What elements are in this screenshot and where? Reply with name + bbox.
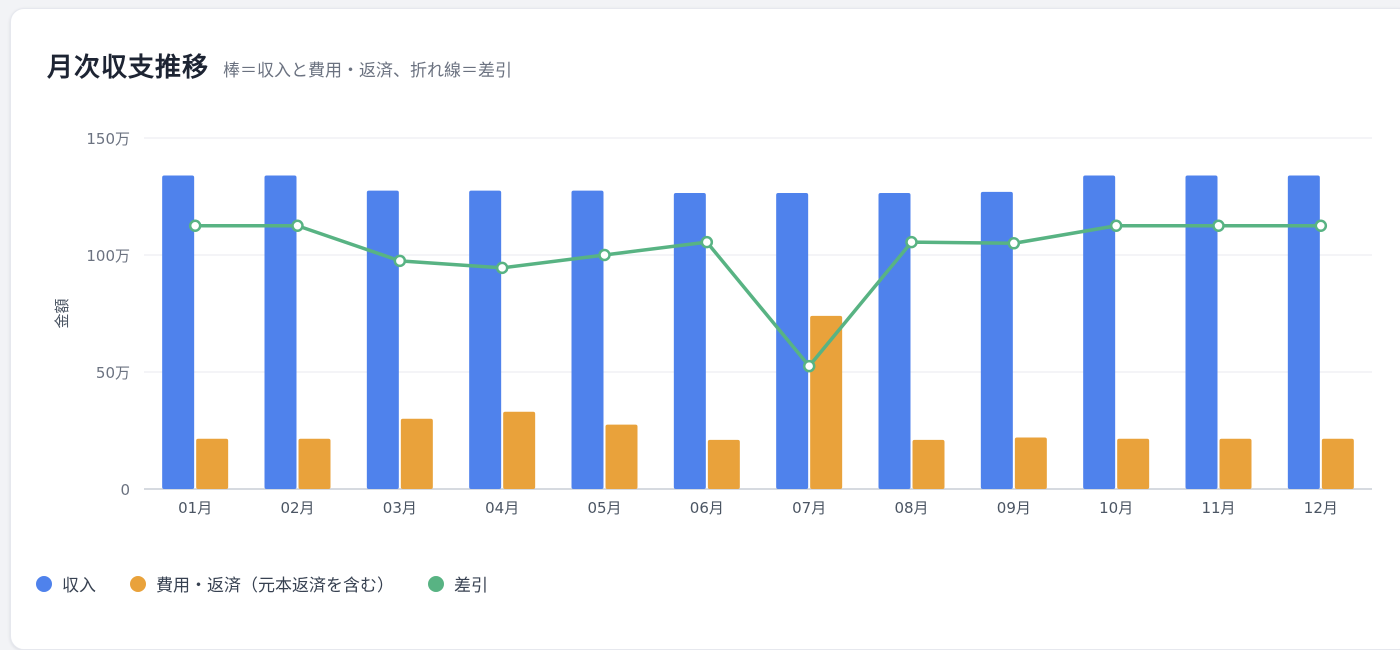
chart-legend: 収入 費用・返済（元本返済を含む） 差引	[36, 571, 522, 596]
net-line	[195, 224, 1321, 368]
income-bar	[776, 192, 809, 490]
income-bar	[673, 192, 706, 490]
net-point	[393, 254, 407, 268]
net-point	[1314, 219, 1328, 232]
expense-bar	[1117, 438, 1150, 489]
income-bar	[469, 190, 502, 489]
x-tick-label: 09月	[997, 499, 1031, 517]
expense-bar	[400, 418, 433, 489]
income-bar	[1083, 175, 1116, 489]
y-tick-label: 50万	[96, 364, 130, 382]
x-tick-label: 03月	[383, 499, 417, 517]
x-tick-label: 12月	[1304, 499, 1338, 517]
net-point	[291, 219, 304, 232]
expense-bar	[1014, 437, 1047, 489]
net-point	[598, 248, 611, 262]
legend-label: 費用・返済（元本返済を含む）	[156, 576, 394, 596]
expense-bar	[1321, 438, 1354, 489]
y-tick-label: 100万	[86, 247, 130, 265]
income-bar	[571, 190, 604, 489]
income-bar	[980, 191, 1013, 489]
expense-bar	[196, 438, 229, 489]
expense-bar	[810, 315, 843, 489]
legend-item[interactable]: 収入	[36, 571, 96, 596]
x-tick-label: 04月	[485, 499, 519, 517]
x-tick-label: 10月	[1099, 499, 1133, 517]
legend-label: 差引	[454, 576, 488, 596]
chart-title: 月次収支推移	[47, 53, 210, 83]
expense-bar	[605, 424, 638, 489]
net-point	[1212, 219, 1225, 232]
chart-header: 月次収支推移 棒＝収入と費用・返済、折れ線＝差引	[47, 47, 512, 84]
expense-bar	[298, 438, 331, 489]
income-bar	[1287, 175, 1320, 489]
legend-item[interactable]: 費用・返済（元本返済を含む）	[130, 571, 394, 596]
x-tick-label: 08月	[894, 499, 928, 517]
y-axis-label: 金額	[53, 298, 71, 328]
legend-swatch	[428, 575, 444, 592]
net-point	[905, 235, 918, 249]
x-tick-label: 01月	[178, 499, 212, 517]
income-bar	[878, 192, 911, 490]
net-point	[700, 235, 714, 249]
expense-bar	[1219, 438, 1252, 489]
x-tick-label: 06月	[690, 499, 724, 517]
income-bar	[1185, 175, 1218, 489]
income-bar	[162, 175, 195, 489]
legend-label: 収入	[62, 576, 96, 596]
x-tick-label: 05月	[587, 499, 621, 517]
expense-bar	[912, 439, 945, 489]
x-tick-label: 11月	[1201, 499, 1235, 517]
x-tick-label: 02月	[280, 499, 314, 517]
net-point	[802, 359, 816, 373]
income-bar	[366, 190, 399, 489]
legend-swatch	[130, 575, 146, 592]
expense-bar	[707, 439, 740, 489]
legend-item[interactable]: 差引	[428, 571, 488, 596]
y-tick-label: 150万	[86, 130, 130, 148]
net-point	[495, 261, 509, 275]
income-bar	[264, 175, 297, 489]
legend-swatch	[36, 575, 52, 592]
net-point	[1109, 219, 1123, 232]
chart-subtitle: 棒＝収入と費用・返済、折れ線＝差引	[223, 61, 513, 81]
expense-bar	[503, 411, 536, 489]
net-point	[188, 219, 202, 232]
x-tick-label: 07月	[792, 499, 826, 517]
net-point	[1007, 237, 1021, 250]
y-tick-label: 0	[120, 481, 130, 499]
